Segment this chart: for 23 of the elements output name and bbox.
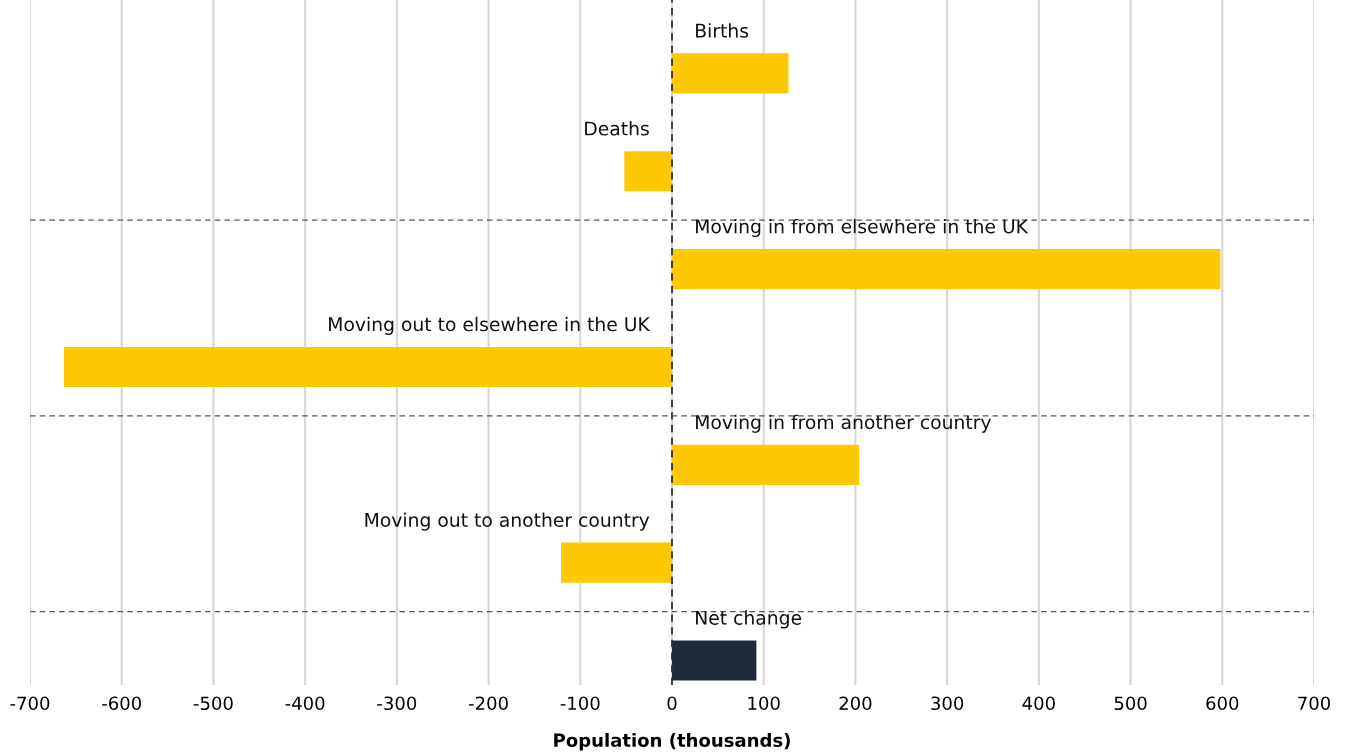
- x-tick-label: 0: [667, 696, 677, 711]
- x-tick-label: -600: [102, 696, 141, 711]
- x-tick-label: -300: [377, 696, 417, 711]
- y-tick-label: Moving out to another country: [365, 512, 650, 531]
- x-tick-label: 200: [839, 696, 872, 711]
- x-tick-label: 300: [931, 696, 964, 711]
- x-tick-label: 500: [1114, 696, 1147, 711]
- x-tick-label: -400: [285, 696, 325, 711]
- x-tick-label: 600: [1206, 696, 1239, 711]
- y-tick-label: Net change: [696, 610, 802, 629]
- y-tick-label: Births: [696, 23, 749, 38]
- y-tick-label: Moving out to elsewhere in the UK: [329, 316, 651, 335]
- x-tick-label: -700: [10, 696, 50, 711]
- y-tick-label: Moving in from another country: [696, 414, 991, 433]
- x-tick-label: 100: [748, 696, 780, 711]
- x-axis-title: Population (thousands): [554, 733, 790, 751]
- y-tick-label: Moving in from elsewhere in the UK: [696, 218, 1029, 238]
- y-tick-label: Deaths: [585, 121, 649, 136]
- x-tick-label: -500: [193, 696, 233, 711]
- x-tick-label: 400: [1022, 696, 1055, 711]
- x-tick-label: -100: [560, 696, 600, 711]
- x-tick-label: -200: [468, 696, 508, 711]
- x-tick-label: 700: [1298, 696, 1331, 711]
